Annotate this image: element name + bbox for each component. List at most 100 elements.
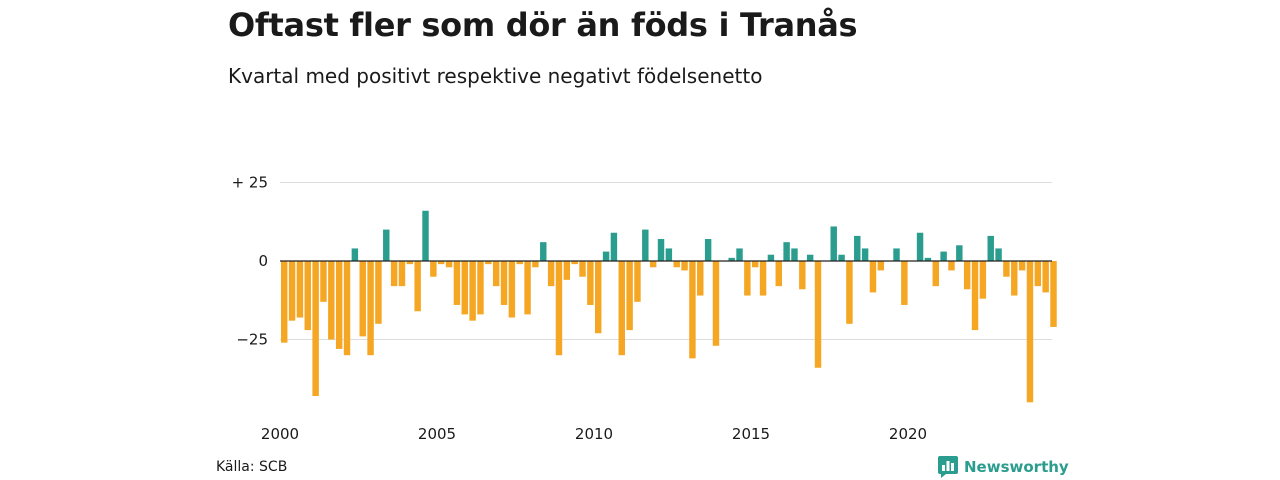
- y-tick-label: 0: [258, 252, 268, 270]
- bar-positive: [791, 248, 798, 261]
- bar-negative: [1003, 261, 1010, 277]
- bar-positive: [657, 239, 665, 261]
- bar-positive: [736, 248, 743, 261]
- newsworthy-logo[interactable]: Newsworthy: [938, 456, 1069, 478]
- bar-negative: [508, 261, 516, 318]
- bar-negative: [288, 261, 296, 321]
- bar-negative: [846, 261, 853, 324]
- bar-negative: [979, 261, 987, 299]
- bar-positive: [351, 248, 359, 261]
- bar-positive: [728, 257, 735, 261]
- bar-positive: [830, 226, 837, 261]
- bar-negative: [595, 261, 602, 334]
- bar-negative: [571, 261, 578, 265]
- bar-negative: [524, 261, 531, 315]
- newsworthy-chart-icon: [938, 456, 958, 478]
- bar-negative: [320, 261, 327, 302]
- bar-negative: [634, 261, 641, 302]
- bar-negative: [579, 261, 586, 277]
- bar-negative: [296, 261, 304, 318]
- bar-negative: [414, 261, 421, 312]
- bar-negative: [948, 261, 955, 271]
- bar-negative: [1011, 261, 1018, 296]
- bar-negative: [932, 261, 939, 287]
- bar-negative: [547, 261, 555, 287]
- bar-positive: [610, 232, 618, 261]
- bar-positive: [940, 251, 947, 261]
- bar-negative: [1050, 261, 1057, 327]
- bar-negative: [814, 261, 822, 368]
- y-tick-label: + 25: [232, 174, 268, 192]
- bar-negative: [649, 261, 657, 268]
- bar-negative: [1026, 261, 1034, 403]
- bar-negative: [1034, 261, 1042, 287]
- bar-negative: [375, 261, 382, 324]
- bar-positive: [861, 248, 869, 261]
- bar-positive: [422, 210, 429, 261]
- bar-positive: [806, 254, 814, 261]
- chart-title: Oftast fler som dör än föds i Tranås: [228, 6, 858, 44]
- bar-negative: [799, 261, 806, 290]
- bar-positive: [704, 239, 712, 261]
- chart-subtitle: Kvartal med positivt respektive negativt…: [228, 64, 763, 88]
- bar-positive: [893, 248, 900, 261]
- bar-positive: [956, 245, 963, 261]
- bar-negative: [461, 261, 468, 315]
- bar-negative: [563, 261, 571, 280]
- bar-negative: [359, 261, 366, 337]
- bar-negative: [532, 261, 539, 268]
- bar-negative: [328, 261, 335, 340]
- bar-negative: [869, 261, 877, 293]
- brand-label: Newsworthy: [964, 458, 1069, 476]
- bar-negative: [516, 261, 523, 265]
- bar-negative: [877, 261, 885, 271]
- bar-negative: [901, 261, 908, 305]
- bar-negative: [281, 261, 288, 343]
- x-tick-label: 2010: [575, 425, 613, 443]
- bar-negative: [971, 261, 979, 331]
- bar-positive: [916, 232, 924, 261]
- bar-positive: [987, 235, 994, 261]
- bar-negative: [681, 261, 688, 271]
- bar-negative: [673, 261, 680, 268]
- bar-negative: [689, 261, 696, 359]
- bar-negative: [626, 261, 633, 331]
- bar-negative: [477, 261, 484, 315]
- bar-positive: [665, 248, 673, 261]
- bar-negative: [1018, 261, 1026, 271]
- bar-negative: [343, 261, 351, 356]
- bar-negative: [367, 261, 374, 356]
- bar-negative: [304, 261, 311, 331]
- x-tick-label: 2000: [261, 425, 299, 443]
- bar-negative: [697, 261, 704, 296]
- y-tick-label: −25: [236, 331, 268, 349]
- bar-positive: [995, 248, 1002, 261]
- bar-positive: [838, 254, 845, 261]
- bar-positive: [602, 251, 610, 261]
- source-label: Källa: SCB: [216, 459, 288, 475]
- bar-negative: [744, 261, 751, 296]
- bar-negative: [1042, 261, 1049, 293]
- bar-negative: [775, 261, 782, 287]
- bar-negative: [312, 261, 319, 397]
- bar-positive: [924, 257, 932, 261]
- bar-negative: [555, 261, 563, 356]
- bar-negative: [445, 261, 453, 268]
- x-tick-label: 2020: [889, 425, 927, 443]
- bar-positive: [642, 229, 649, 261]
- bar-negative: [406, 261, 414, 265]
- bar-positive: [540, 242, 547, 261]
- bar-negative: [752, 261, 759, 268]
- bar-positive: [783, 242, 790, 261]
- bar-negative: [492, 261, 500, 287]
- bar-negative: [430, 261, 437, 277]
- bar-negative: [335, 261, 343, 349]
- bar-negative: [453, 261, 461, 305]
- bar-negative: [500, 261, 508, 305]
- bar-negative: [438, 261, 445, 265]
- bar-positive: [854, 235, 861, 261]
- bar-negative: [390, 261, 398, 287]
- bar-negative: [712, 261, 720, 346]
- x-tick-label: 2005: [418, 425, 456, 443]
